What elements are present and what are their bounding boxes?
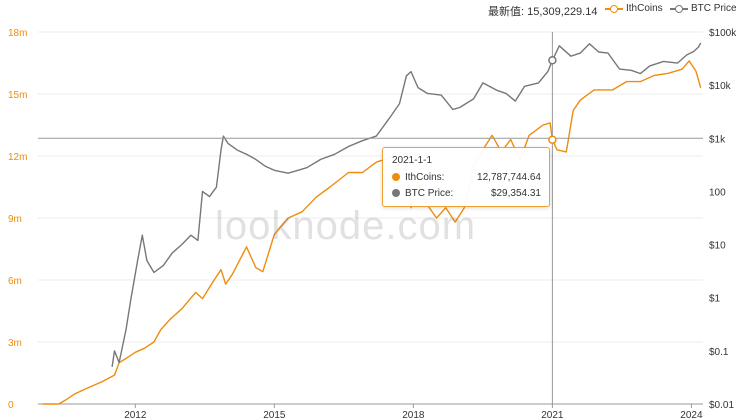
legend-item-btc-price[interactable]: BTC Price [670, 3, 737, 14]
tooltip-label-ithcoins: IthCoins: [405, 172, 445, 183]
tooltip-value-btc-price: $29,354.31 [490, 188, 541, 199]
x-tick-label: 2021 [541, 410, 564, 420]
crosshair-point-btc-price [548, 56, 557, 65]
legend-item-ithcoins[interactable]: IthCoins [605, 3, 663, 14]
y-left-tick-label: 0 [8, 400, 14, 411]
x-tick-label: 2018 [402, 410, 425, 420]
latest-value-number: 15,309,229.14 [527, 6, 598, 18]
legend-label-btc-price: BTC Price [691, 3, 737, 14]
y-left-tick-label: 12m [8, 152, 27, 163]
tooltip-dot-btc-price-icon [392, 189, 400, 197]
y-left-tick-label: 9m [8, 214, 22, 225]
y-right-tick-label: 100 [709, 187, 726, 198]
y-left-tick-label: 18m [8, 28, 27, 39]
y-right-tick-label: $10k [709, 81, 732, 92]
tooltip-row-ithcoins: IthCoins: 12,787,744.64 [392, 172, 541, 183]
y-left-tick-label: 15m [8, 90, 27, 101]
y-left-tick-label: 3m [8, 338, 22, 349]
y-right-tick-label: $1 [709, 294, 721, 305]
axes: 0 3m 6m 9m 12m 15m 18m $0.01 $0.1 $1 $10 100 $1k $10k… [8, 28, 737, 420]
tooltip-date: 2021-1-1 [392, 155, 433, 166]
tooltip-label-btc-price: BTC Price: [405, 188, 454, 199]
chart-tooltip: 2021-1-1 IthCoins: 12,787,744.64 BTC Pri… [382, 147, 550, 207]
grid-lines [38, 31, 703, 405]
series-line-btc-price [111, 42, 702, 368]
y-right-tick-label: $1k [709, 134, 726, 145]
latest-value-label: 最新值: [488, 6, 525, 18]
tooltip-dot-ithcoins-icon [392, 173, 400, 181]
y-right-tick-label: $0.01 [709, 400, 734, 411]
watermark: looknode.com [215, 204, 477, 248]
tooltip-value-ithcoins: 12,787,744.64 [477, 172, 541, 183]
latest-value-display: 最新值: 15,309,229.14 [488, 3, 597, 19]
legend-label-ithcoins: IthCoins [626, 3, 663, 14]
crosshair-point-ithcoins [548, 135, 557, 144]
legend-marker-btc-price-icon [670, 4, 688, 14]
x-tick-label: 2015 [263, 410, 286, 420]
legend-marker-ithcoins-icon [605, 4, 623, 14]
y-left-tick-label: 6m [8, 276, 22, 287]
y-right-tick-label: $0.1 [709, 347, 729, 358]
tooltip-row-btc-price: BTC Price: $29,354.31 [392, 188, 541, 199]
x-tick-label: 2024 [680, 410, 703, 420]
y-right-tick-label: $10 [709, 241, 726, 252]
y-right-tick-label: $100k [709, 28, 737, 39]
x-tick-label: 2012 [124, 410, 147, 420]
crosshair [38, 32, 703, 404]
